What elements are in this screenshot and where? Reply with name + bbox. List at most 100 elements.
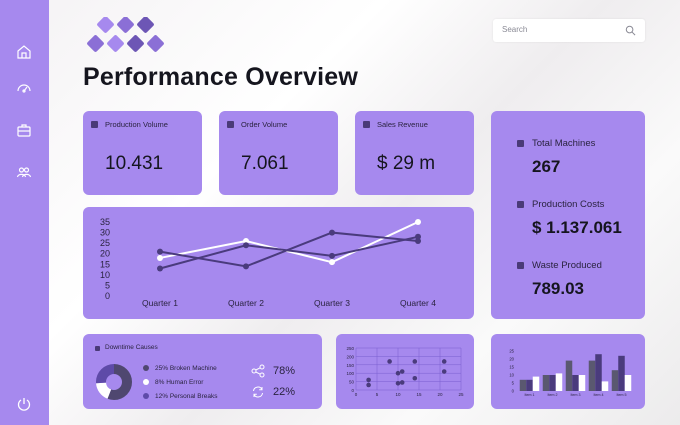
bar-x-tick: Item 2	[548, 393, 558, 397]
dashboard-gauge-icon[interactable]	[14, 78, 34, 98]
kpi-card-sales-revenue: Sales Revenue $ 29 m	[355, 111, 474, 195]
users-icon[interactable]	[14, 162, 34, 182]
legend-human-error: 8% Human Error	[155, 379, 204, 386]
line-point	[157, 265, 163, 272]
scatter-y-tick: 100	[346, 371, 354, 376]
scatter-point	[399, 380, 405, 385]
bar-x-tick: Item 5	[617, 393, 627, 397]
bar-y-tick: 5	[512, 381, 515, 386]
y-tick-label: 35	[100, 217, 110, 227]
scatter-x-tick: 0	[355, 392, 358, 397]
bar	[519, 379, 527, 391]
bar-x-tick: Item 1	[525, 393, 535, 397]
scatter-y-tick: 150	[346, 363, 354, 368]
scatter-y-tick: 250	[346, 346, 354, 351]
bar	[601, 381, 609, 391]
share-icon	[251, 364, 265, 378]
scatter-point	[366, 382, 371, 388]
line-point	[243, 238, 249, 245]
scatter-y-tick: 0	[351, 388, 354, 393]
y-tick-label: 10	[100, 270, 110, 280]
kpi-card-order-volume: Order Volume 7.061	[219, 111, 338, 195]
line-point	[415, 219, 421, 225]
scatter-x-tick: 15	[416, 392, 422, 397]
scatter-chart: 0 50 100 150 200 250 0 5 10 15 20 25	[346, 346, 464, 397]
x-tick-label: Quarter 3	[314, 298, 350, 308]
line-point	[157, 248, 163, 255]
line-point	[243, 263, 249, 270]
stat-refresh-value: 22%	[273, 386, 296, 398]
scatter-point	[395, 380, 401, 386]
stat-bullet-icon	[517, 262, 524, 269]
kpi-value: 7.061	[241, 153, 289, 174]
scatter-x-tick: 25	[458, 392, 464, 397]
stat-bullet-icon	[517, 201, 524, 208]
y-tick-label: 5	[105, 280, 110, 290]
search-input[interactable]: Search	[493, 19, 645, 42]
kpi-card-production-volume: Production Volume 10.431	[83, 111, 202, 195]
scatter-point	[399, 369, 405, 374]
legend-broken-machine: 25% Broken Machine	[155, 365, 217, 372]
legend-dot-personal-breaks	[143, 393, 149, 399]
scatter-x-tick: 20	[437, 392, 443, 397]
bar	[555, 373, 563, 391]
bar	[565, 360, 573, 391]
stat-bullet-icon	[517, 140, 524, 147]
search-icon[interactable]	[625, 25, 636, 36]
bar	[532, 376, 540, 391]
y-tick-label: 15	[100, 259, 110, 269]
page-title: Performance Overview	[83, 63, 358, 91]
scatter-x-tick: 5	[376, 392, 379, 397]
stat-value-waste-produced: 789.03	[532, 279, 584, 298]
y-tick-label: 0	[105, 291, 110, 301]
scatter-x-tick: 10	[395, 392, 401, 397]
kpi-bullet-icon	[227, 121, 234, 128]
kpi-value: $ 29 m	[377, 153, 436, 174]
scatter-point	[412, 359, 418, 364]
summary-stats-card: Total Machines 267 Production Costs $ 1.…	[491, 111, 645, 319]
stat-value-total-machines: 267	[532, 157, 561, 176]
line-series-3	[159, 235, 419, 270]
bar	[588, 360, 596, 391]
bar	[526, 379, 533, 391]
kpi-bullet-icon	[363, 121, 370, 128]
sidebar	[0, 0, 49, 425]
scatter-point	[395, 370, 401, 376]
x-tick-label: Quarter 2	[228, 298, 264, 308]
line-point	[329, 252, 335, 259]
bar-chart: 0 5 10 15 20 25 Item 1 Item 2 Item 3 Item 4 Item 5	[509, 349, 632, 397]
scatter-y-tick: 200	[346, 354, 354, 359]
scatter-point	[412, 375, 418, 381]
logo	[87, 17, 164, 52]
bar-y-tick: 10	[509, 373, 514, 378]
briefcase-icon[interactable]	[14, 120, 34, 140]
downtime-title: Downtime Causes	[105, 344, 158, 351]
scatter-chart-card: 0 50 100 150 200 250 0 5 10 15 20 25	[336, 334, 474, 409]
downtime-bullet-icon	[95, 346, 100, 351]
line-point	[415, 233, 421, 240]
stat-label-waste-produced: Waste Produced	[532, 260, 602, 271]
bar-chart-card: 0 5 10 15 20 25 Item 1 Item 2 Item 3 Item 4 Item 5	[491, 334, 645, 409]
bar	[549, 375, 556, 391]
refresh-icon	[253, 386, 263, 398]
bar	[542, 375, 550, 391]
bar	[595, 354, 602, 391]
scatter-y-tick: 50	[349, 380, 355, 385]
line-point	[157, 254, 163, 261]
downtime-card: Downtime Causes 25% Broken Machine 8% Hu…	[83, 334, 322, 409]
downtime-donut-chart	[96, 364, 132, 400]
scatter-point	[366, 377, 371, 383]
home-icon[interactable]	[14, 42, 34, 62]
y-tick-label: 20	[100, 249, 110, 259]
power-icon[interactable]	[14, 394, 34, 414]
scatter-point	[387, 359, 392, 364]
kpi-bullet-icon	[91, 121, 98, 128]
line-point	[329, 259, 335, 266]
bar-y-tick: 20	[509, 357, 514, 362]
line-point	[329, 229, 335, 236]
y-tick-label: 30	[100, 228, 110, 238]
stat-value-production-costs: $ 1.137.061	[532, 218, 622, 237]
kpi-label: Sales Revenue	[377, 120, 428, 129]
line-point	[243, 242, 249, 249]
bar	[578, 375, 586, 391]
